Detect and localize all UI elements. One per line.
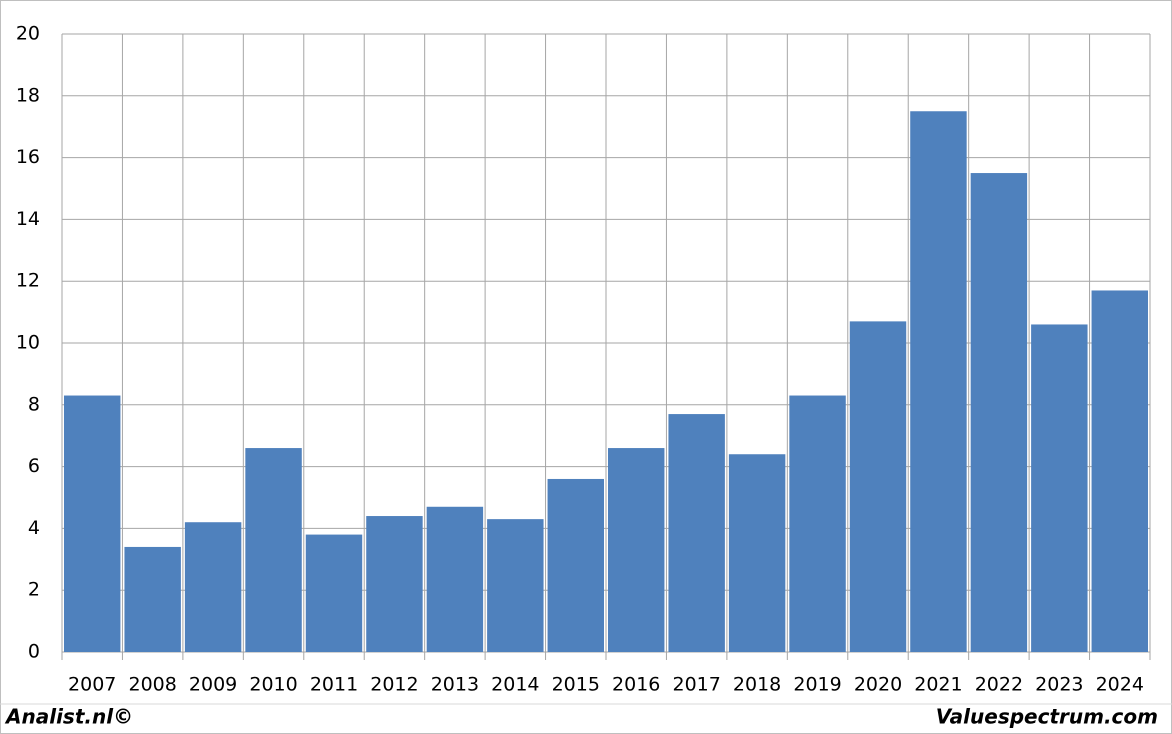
y-tick-label: 14	[16, 208, 40, 230]
x-tick-label: 2012	[370, 674, 418, 696]
x-tick-label: 2023	[1035, 674, 1083, 696]
x-tick-label: 2010	[249, 674, 297, 696]
bar	[608, 448, 665, 652]
x-tick-label: 2014	[491, 674, 539, 696]
bar	[1091, 290, 1148, 652]
bar	[426, 506, 484, 652]
bar	[305, 534, 363, 652]
x-tick-label: 2016	[612, 674, 660, 696]
bar	[849, 321, 907, 652]
bar	[366, 516, 423, 652]
y-tick-label: 16	[16, 146, 40, 168]
x-tick-label: 2017	[672, 674, 720, 696]
y-tick-label: 10	[16, 332, 40, 354]
x-tick-label: 2018	[733, 674, 781, 696]
y-tick-label: 8	[28, 393, 40, 415]
bar	[789, 395, 846, 652]
x-tick-label: 2015	[552, 674, 600, 696]
x-tick-label: 2019	[793, 674, 841, 696]
bar	[547, 478, 604, 652]
x-tick-label: 2009	[189, 674, 237, 696]
bar	[970, 173, 1028, 653]
x-tick-label: 2020	[854, 674, 902, 696]
x-tick-label: 2022	[975, 674, 1023, 696]
bar	[910, 111, 967, 652]
y-tick-label: 4	[28, 517, 40, 539]
bar	[487, 519, 544, 652]
bar	[64, 395, 121, 652]
x-tick-label: 2007	[68, 674, 116, 696]
bar	[728, 454, 786, 652]
y-tick-label: 2	[28, 579, 40, 601]
x-tick-label: 2008	[128, 674, 176, 696]
bar	[1031, 324, 1088, 652]
x-tick-label: 2013	[431, 674, 479, 696]
y-tick-label: 12	[16, 270, 40, 292]
bar	[245, 448, 302, 652]
y-tick-label: 18	[16, 84, 40, 106]
x-tick-label: 2024	[1096, 674, 1144, 696]
y-tick-label: 20	[16, 23, 40, 45]
footer-left: Analist.nl©	[4, 705, 133, 729]
footer-right: Valuespectrum.com	[936, 705, 1158, 729]
y-tick-label: 0	[28, 641, 40, 663]
bar	[124, 546, 181, 652]
bar	[668, 414, 725, 652]
bar	[184, 522, 242, 652]
x-tick-label: 2011	[310, 674, 358, 696]
x-tick-label: 2021	[914, 674, 962, 696]
y-tick-label: 6	[28, 455, 40, 477]
